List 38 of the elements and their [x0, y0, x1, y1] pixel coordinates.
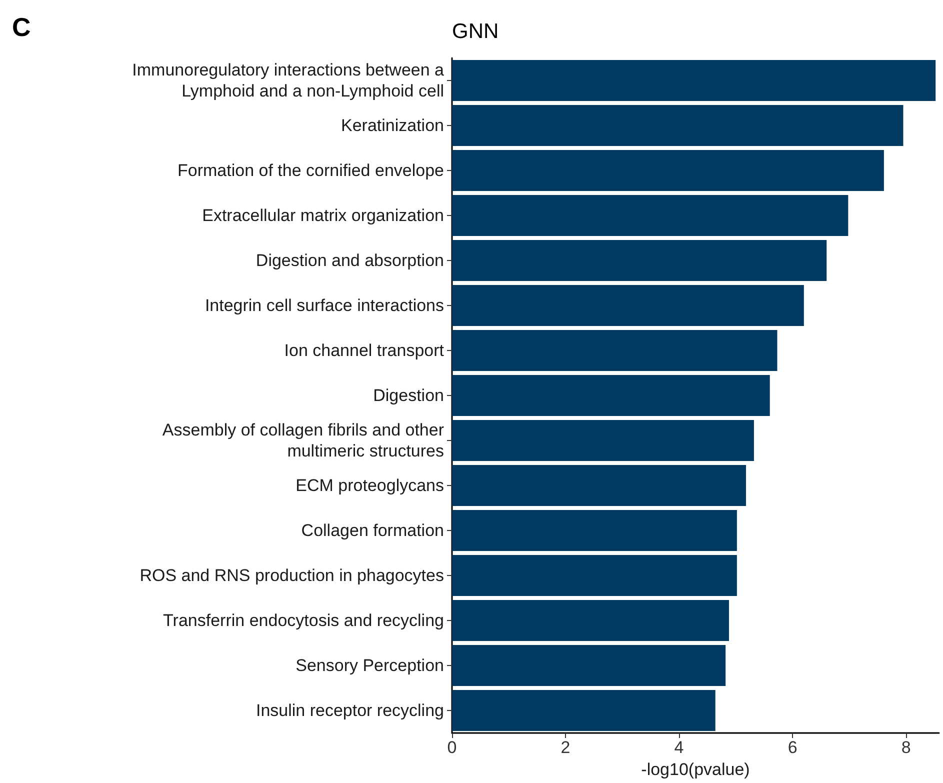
y-tick-label: Ion channel transport [284, 341, 444, 360]
bar [452, 285, 804, 326]
x-tick-label: 0 [447, 738, 457, 757]
y-tick-label: Formation of the cornified envelope [178, 161, 444, 180]
x-tick-label: 6 [788, 738, 798, 757]
y-tick-label: Insulin receptor recycling [256, 701, 444, 720]
bar [452, 645, 726, 686]
bar [452, 330, 778, 371]
bar [452, 600, 729, 641]
bar [452, 150, 884, 191]
bar [452, 420, 754, 461]
bar [452, 240, 827, 281]
x-axis-title: -log10(pvalue) [641, 760, 750, 779]
chart-title: GNN [452, 20, 499, 43]
bar [452, 375, 770, 416]
bar [452, 555, 737, 596]
bar [452, 510, 737, 551]
y-tick-label: ECM proteoglycans [296, 476, 444, 495]
text: C [12, 12, 31, 43]
x-tick-label: 2 [560, 738, 570, 757]
y-tick-label: Sensory Perception [296, 656, 444, 675]
y-tick-label: ROS and RNS production in phagocytes [140, 566, 444, 585]
y-tick-label: Collagen formation [301, 521, 444, 540]
y-tick-label: Extracellular matrix organization [202, 206, 444, 225]
y-tick-label: Transferrin endocytosis and recycling [163, 611, 444, 630]
y-tick-label: Assembly of collagen fibrils and other multimeric structures [162, 420, 444, 460]
bar [452, 195, 848, 236]
y-tick-label: Integrin cell surface interactions [204, 296, 444, 315]
bar [452, 60, 936, 101]
bar [452, 465, 746, 506]
y-tick-label: Digestion and absorption [256, 251, 444, 270]
y-tick-label: Digestion [373, 386, 444, 405]
x-tick-label: 4 [674, 738, 684, 757]
y-tick-label: Keratinization [340, 116, 444, 135]
x-tick-label: 8 [901, 738, 911, 757]
bar [452, 690, 716, 731]
bar [452, 105, 904, 146]
y-tick-label: Immunoregulatory interactions between a Lymphoid and a non-Lymphoid cell [132, 60, 445, 100]
